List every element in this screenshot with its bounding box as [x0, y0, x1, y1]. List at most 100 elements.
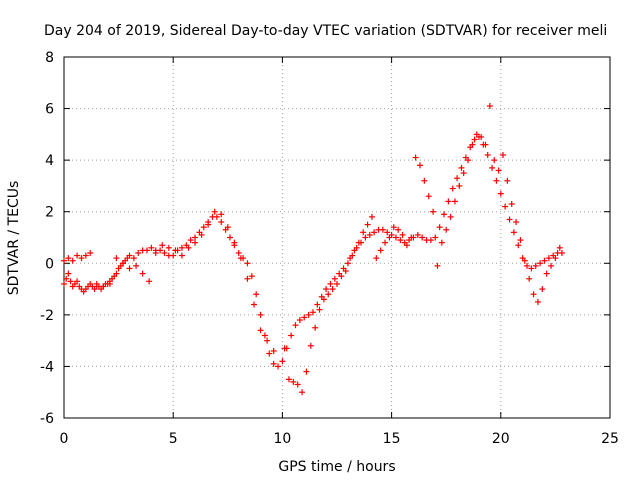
x-tick-label: 0 — [60, 431, 69, 447]
axis-ticks: 0 5 10 15 20 25 -6 -4 -2 0 2 4 6 8 — [40, 50, 619, 447]
data-point — [126, 252, 133, 259]
data-point — [67, 278, 74, 285]
data-point — [534, 298, 541, 305]
data-point — [430, 208, 437, 215]
data-point — [548, 262, 555, 269]
data-point — [445, 198, 452, 205]
data-point — [316, 306, 323, 313]
data-point — [218, 219, 225, 226]
data-point — [436, 224, 443, 231]
data-point — [61, 257, 67, 264]
data-point — [524, 262, 531, 269]
data-point — [419, 234, 426, 241]
data-point — [185, 244, 192, 251]
data-point — [178, 244, 185, 251]
data-point — [491, 157, 498, 164]
data-point — [471, 136, 478, 143]
data-point — [323, 286, 330, 293]
data-points — [61, 102, 565, 396]
data-point — [152, 247, 159, 254]
data-point — [355, 239, 362, 246]
data-point — [251, 301, 258, 308]
data-point — [384, 229, 391, 236]
data-point — [528, 265, 535, 272]
data-point — [139, 270, 146, 277]
data-point — [379, 226, 386, 233]
data-point — [438, 239, 445, 246]
data-point — [253, 291, 260, 298]
data-point — [290, 378, 297, 385]
data-point — [454, 175, 461, 182]
data-point — [192, 239, 199, 246]
data-point — [495, 167, 502, 174]
x-tick-label: 20 — [492, 431, 510, 447]
data-point — [192, 234, 199, 241]
data-point — [386, 234, 393, 241]
data-point — [517, 237, 524, 244]
data-point — [301, 314, 308, 321]
data-point — [82, 252, 89, 259]
data-point — [449, 185, 456, 192]
data-point — [502, 203, 509, 210]
data-point — [366, 231, 373, 238]
data-point — [303, 368, 310, 375]
data-point — [545, 255, 552, 262]
data-point — [279, 358, 286, 365]
data-point — [331, 275, 338, 282]
data-point — [373, 255, 380, 262]
x-axis-label: GPS time / hours — [278, 459, 395, 475]
data-point — [65, 255, 72, 262]
data-point — [443, 226, 450, 233]
data-point — [126, 265, 133, 272]
data-point — [130, 255, 137, 262]
y-tick-label: 6 — [45, 102, 54, 118]
data-point — [78, 255, 85, 262]
data-point — [296, 317, 303, 324]
data-point — [434, 262, 441, 269]
data-point — [307, 342, 314, 349]
data-point — [93, 280, 100, 287]
data-point — [412, 154, 419, 161]
x-tick-label: 10 — [273, 431, 291, 447]
data-point — [556, 244, 563, 251]
data-point — [143, 247, 150, 254]
data-point — [506, 216, 513, 223]
data-point — [309, 309, 316, 316]
y-tick-label: 4 — [45, 153, 54, 169]
data-point — [146, 278, 153, 285]
data-point — [489, 164, 496, 171]
data-point — [237, 255, 244, 262]
data-point — [113, 270, 120, 277]
data-point — [74, 278, 81, 285]
data-point — [270, 347, 277, 354]
data-point — [329, 286, 336, 293]
y-tick-label: 2 — [45, 205, 54, 221]
x-tick-label: 25 — [601, 431, 619, 447]
data-point — [133, 262, 140, 269]
data-point — [482, 141, 489, 148]
data-point — [100, 283, 107, 290]
data-point — [362, 234, 369, 241]
data-point — [414, 231, 421, 238]
data-point — [473, 131, 480, 138]
data-point — [325, 291, 332, 298]
data-point — [526, 275, 533, 282]
data-point — [299, 389, 306, 396]
data-point — [69, 257, 76, 264]
data-point — [395, 226, 402, 233]
data-point — [499, 151, 506, 158]
data-point — [392, 234, 399, 241]
data-point — [235, 249, 242, 256]
x-tick-label: 5 — [169, 431, 178, 447]
data-point — [351, 247, 358, 254]
data-point — [226, 234, 233, 241]
data-point — [244, 275, 251, 282]
data-point — [421, 177, 428, 184]
data-point — [211, 208, 218, 215]
data-point — [244, 260, 251, 267]
data-point — [172, 247, 179, 254]
data-point — [270, 360, 277, 367]
data-point — [292, 322, 299, 329]
data-point — [458, 164, 465, 171]
